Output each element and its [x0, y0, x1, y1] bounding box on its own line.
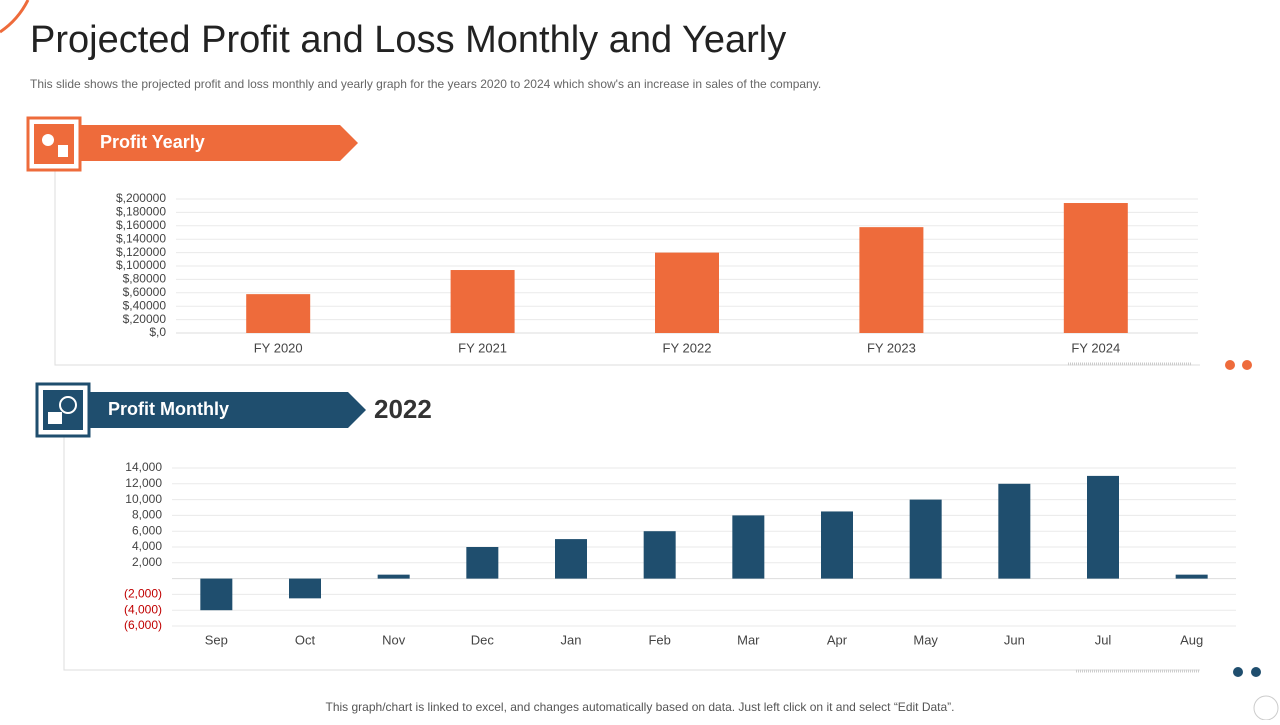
y-tick-label: $,80000 [123, 272, 167, 286]
bar [655, 252, 719, 333]
x-tick-label: Aug [1180, 632, 1203, 647]
bar [1063, 203, 1128, 333]
x-tick-label: FY 2022 [663, 340, 712, 355]
x-tick-label: Jul [1095, 632, 1112, 647]
y-tick-label: (4,000) [124, 602, 162, 616]
bar [466, 547, 499, 579]
y-tick-label: 10,000 [125, 492, 162, 506]
corner-arc [0, 0, 30, 34]
y-tick-label: $,200000 [116, 191, 166, 205]
icon [34, 124, 74, 164]
y-tick-label: 8,000 [132, 508, 162, 522]
y-tick-label: $,40000 [123, 298, 167, 312]
x-tick-label: Oct [295, 632, 316, 647]
x-tick-label: Dec [471, 632, 495, 647]
bar [732, 515, 765, 579]
icon-coin [42, 134, 54, 146]
footer-note: This graph/chart is linked to excel, and… [326, 700, 955, 714]
y-tick-label: 14,000 [125, 460, 162, 474]
y-tick-label: 2,000 [132, 555, 162, 569]
section-year: 2022 [374, 394, 432, 424]
x-tick-label: May [913, 632, 938, 647]
bar [289, 578, 321, 599]
x-tick-label: Jun [1004, 632, 1025, 647]
y-tick-label: $,120000 [116, 245, 166, 259]
bar [555, 539, 587, 579]
y-tick-label: 12,000 [125, 476, 162, 490]
y-tick-label: $,0 [149, 325, 166, 339]
slide-title: Projected Profit and Loss Monthly and Ye… [30, 19, 786, 61]
x-tick-label: Feb [648, 632, 670, 647]
bar [200, 578, 233, 611]
bar [859, 227, 924, 333]
x-tick-label: Mar [737, 632, 760, 647]
x-tick-label: Apr [827, 632, 848, 647]
dot [1242, 360, 1252, 370]
bar [377, 574, 410, 579]
y-tick-label: $,100000 [116, 258, 166, 272]
y-tick-label: $,20000 [123, 312, 167, 326]
bar [246, 294, 311, 333]
x-tick-label: FY 2023 [867, 340, 916, 355]
x-tick-label: Jan [561, 632, 582, 647]
y-tick-label: (2,000) [124, 587, 162, 601]
y-tick-label: (6,000) [124, 618, 162, 632]
banner [90, 392, 366, 428]
y-tick-label: $,60000 [123, 285, 167, 299]
section-title: Profit Yearly [100, 132, 205, 152]
dot [1251, 667, 1261, 677]
dot [1225, 360, 1235, 370]
section-title: Profit Monthly [108, 399, 229, 419]
x-tick-label: FY 2020 [254, 340, 303, 355]
frame [63, 437, 1200, 671]
bar [643, 531, 676, 579]
x-tick-label: Sep [205, 632, 228, 647]
y-tick-label: 4,000 [132, 539, 162, 553]
y-tick-label: $,140000 [116, 231, 166, 245]
slide-subtitle: This slide shows the projected profit an… [30, 77, 821, 91]
x-tick-label: Nov [382, 632, 406, 647]
page-circle [1253, 695, 1279, 721]
bar [821, 511, 853, 579]
y-tick-label: 6,000 [132, 523, 162, 537]
y-tick-label: $,180000 [116, 205, 166, 219]
y-tick-label: $,160000 [116, 218, 166, 232]
x-tick-label: FY 2024 [1071, 340, 1120, 355]
bar [1175, 574, 1208, 579]
icon-doc [58, 145, 68, 157]
bar [998, 483, 1031, 579]
x-tick-label: FY 2021 [458, 340, 507, 355]
dot [1233, 667, 1243, 677]
bar [909, 499, 942, 579]
icon-calendar [48, 412, 62, 424]
icon-gauge [59, 396, 77, 414]
bar [450, 270, 515, 333]
frame [54, 170, 1200, 366]
banner [80, 125, 358, 161]
bar [1087, 475, 1119, 579]
